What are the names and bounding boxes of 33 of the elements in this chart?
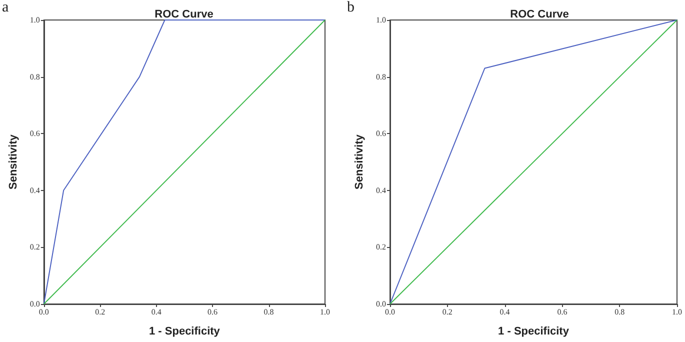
y-tick-label: 0.4 xyxy=(376,186,386,195)
text: a xyxy=(2,0,9,16)
x-tick-label: 0.6 xyxy=(557,308,568,316)
x-axis-title: 1 - Specificity xyxy=(498,326,570,338)
chart-title: ROC Curve xyxy=(510,8,569,20)
y-tick-label: 0.8 xyxy=(376,72,386,82)
y-tick-label: 1.0 xyxy=(376,16,386,24)
y-tick-label: 0.2 xyxy=(376,242,386,252)
x-tick-label: 0.6 xyxy=(208,308,218,316)
y-tick-label: 0.8 xyxy=(30,72,40,82)
text: b xyxy=(347,0,354,16)
x-tick-label: 0.4 xyxy=(151,308,162,316)
y-axis-title: Sensitivity xyxy=(8,134,20,190)
x-tick-label: 0.2 xyxy=(95,308,106,316)
line-series xyxy=(43,20,326,304)
y-tick-label: 0.0 xyxy=(376,300,386,308)
x-tick-label: 0.8 xyxy=(264,308,274,316)
x-tick-label: 0.4 xyxy=(500,308,510,316)
y-tick-label: 0.0 xyxy=(30,300,40,308)
x-tick-label: 0.0 xyxy=(385,308,395,316)
y-tick-label: 0.4 xyxy=(30,186,40,195)
y-tick-label: 0.6 xyxy=(30,129,40,138)
y-axis-title: Sensitivity xyxy=(354,134,366,190)
y-tick-label: 0.2 xyxy=(30,242,40,252)
y-tick-label: 0.6 xyxy=(376,129,386,138)
x-axis-title: 1 - Specificity xyxy=(148,326,221,338)
y-tick-label: 1.0 xyxy=(30,16,40,24)
x-tick-label: 1.0 xyxy=(672,308,682,316)
chart-title: ROC Curve xyxy=(154,8,214,20)
x-tick-label: 0.2 xyxy=(442,308,452,316)
x-tick-label: 1.0 xyxy=(320,308,330,316)
x-tick-label: 0.8 xyxy=(614,308,625,316)
x-tick-label: 0.0 xyxy=(38,308,49,316)
